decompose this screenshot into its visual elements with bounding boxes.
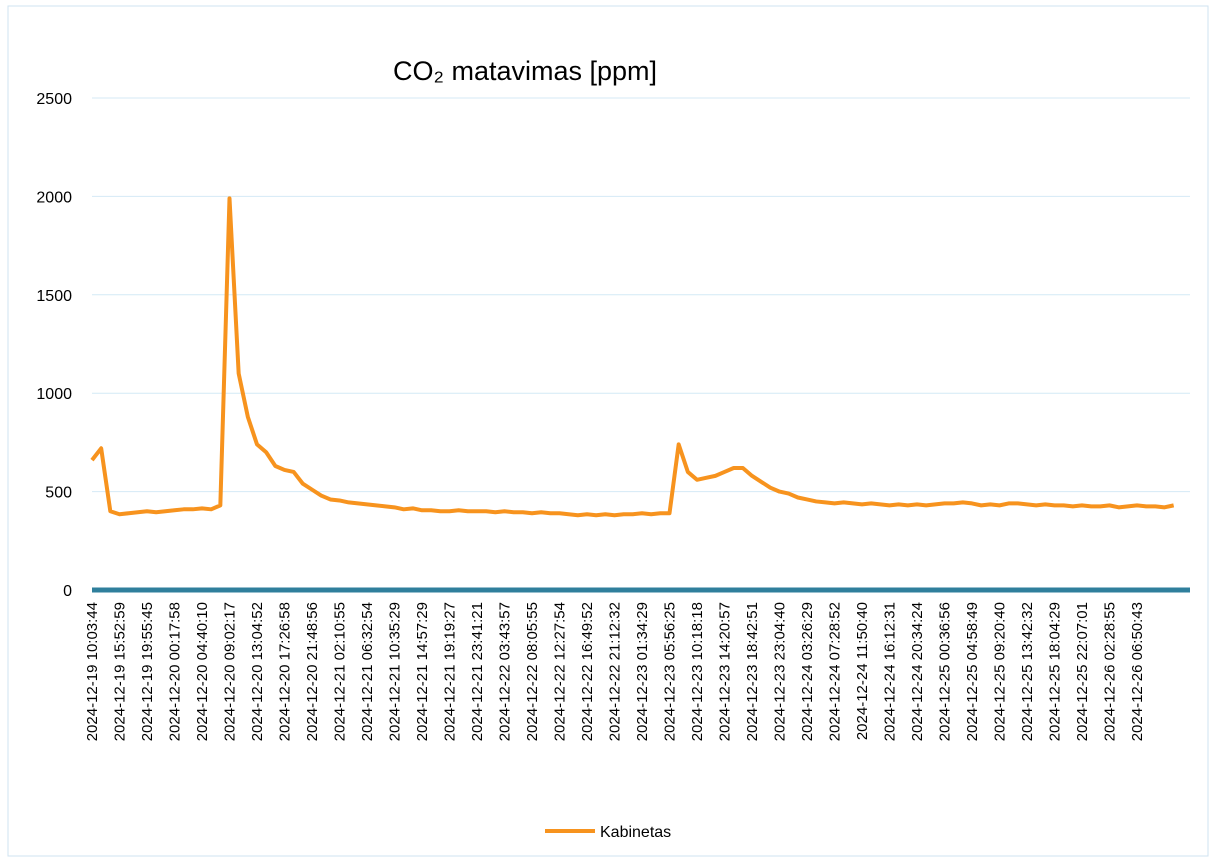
- legend-label: Kabinetas: [600, 824, 671, 841]
- x-tick-label: 2024-12-21 23:41:21: [469, 602, 486, 741]
- x-tick-label: 2024-12-21 10:35:29: [387, 602, 404, 741]
- y-tick-label: 2500: [36, 91, 72, 108]
- x-tick-label: 2024-12-20 17:26:58: [277, 602, 294, 741]
- x-tick-label: 2024-12-21 06:32:54: [359, 602, 376, 741]
- x-tick-label: 2024-12-23 01:34:29: [634, 602, 651, 741]
- x-tick-label: 2024-12-24 03:26:29: [799, 602, 816, 741]
- x-tick-label: 2024-12-24 16:12:31: [882, 602, 899, 741]
- x-tick-label: 2024-12-23 18:42:51: [744, 602, 761, 741]
- x-tick-label: 2024-12-20 00:17:58: [167, 602, 184, 741]
- x-tick-label: 2024-12-25 09:20:40: [992, 602, 1009, 741]
- x-tick-label: 2024-12-24 07:28:52: [827, 602, 844, 741]
- x-tick-label: 2024-12-23 10:18:18: [689, 602, 706, 741]
- x-tick-label: 2024-12-22 12:27:54: [552, 602, 569, 741]
- x-tick-label: 2024-12-25 00:36:56: [937, 602, 954, 741]
- y-tick-label: 0: [63, 583, 72, 600]
- x-tick-label: 2024-12-22 08:05:55: [524, 602, 541, 741]
- series-line: [90, 196, 1175, 518]
- x-tick-label: 2024-12-19 15:52:59: [112, 602, 129, 741]
- x-tick-label: 2024-12-23 05:56:25: [662, 602, 679, 741]
- x-tick-label: 2024-12-22 03:43:57: [497, 602, 514, 741]
- x-tick-label: 2024-12-21 02:10:55: [332, 602, 349, 741]
- x-tick-label: 2024-12-25 13:42:32: [1019, 602, 1036, 741]
- y-tick-label: 1500: [36, 288, 72, 305]
- x-tick-label: 2024-12-20 09:02:17: [222, 602, 239, 741]
- chart-title: CO₂ matavimas [ppm]: [393, 56, 657, 86]
- x-tick-label: 2024-12-20 04:40:10: [194, 602, 211, 741]
- x-tick-label: 2024-12-22 21:12:32: [607, 602, 624, 741]
- x-tick-label: 2024-12-19 10:03:44: [84, 602, 101, 741]
- x-tick-label: 2024-12-20 13:04:52: [249, 602, 266, 741]
- x-tick-label: 2024-12-25 04:58:49: [964, 602, 981, 741]
- x-tick-label: 2024-12-24 20:34:24: [909, 602, 926, 741]
- x-tick-label: 2024-12-21 19:19:27: [442, 602, 459, 741]
- x-tick-label: 2024-12-26 06:50:43: [1129, 602, 1146, 741]
- x-tick-label: 2024-12-19 19:55:45: [139, 602, 156, 741]
- y-tick-label: 500: [45, 485, 72, 502]
- x-tick-label: 2024-12-21 14:57:29: [414, 602, 431, 741]
- y-tick-label: 1000: [36, 386, 72, 403]
- x-tick-label: 2024-12-25 18:04:29: [1047, 602, 1064, 741]
- x-tick-label: 2024-12-24 11:50:40: [854, 602, 871, 740]
- x-tick-label: 2024-12-23 14:20:57: [717, 602, 734, 741]
- x-tick-label: 2024-12-22 16:49:52: [579, 602, 596, 741]
- x-tick-label: 2024-12-20 21:48:56: [304, 602, 321, 741]
- y-tick-label: 2000: [36, 189, 72, 206]
- x-tick-label: 2024-12-23 23:04:40: [772, 602, 789, 741]
- x-tick-label: 2024-12-25 22:07:01: [1074, 602, 1091, 741]
- x-tick-label: 2024-12-26 02:28:55: [1102, 602, 1119, 741]
- chart-frame: [7, 5, 1209, 857]
